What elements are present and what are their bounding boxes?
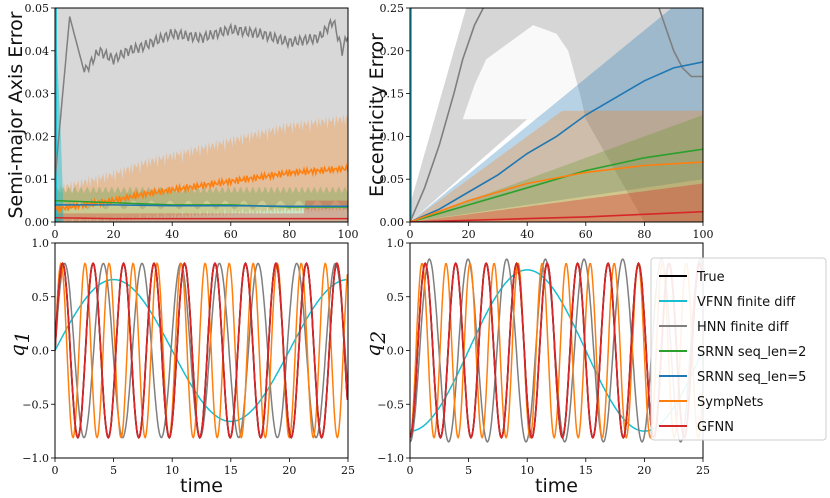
q1-xtick-label: 5 [110, 464, 117, 477]
q2-ytick-label: 0.0 [387, 345, 405, 358]
ecc-ytick-label: 0.25 [380, 2, 405, 15]
q2-ylabel: q [361, 344, 385, 357]
series-srnn-seq-len-2 [55, 199, 348, 208]
q2-xtick-label: 10 [520, 464, 534, 477]
q1-ylabel-subscript: 1 [10, 331, 34, 344]
q1-ytick-label: 0.0 [32, 345, 50, 358]
band-vfnn-finite-diff [55, 8, 64, 222]
legend-label: SRNN seq_len=5 [697, 370, 806, 385]
legend-label: GFNN [697, 420, 734, 435]
q1-xlabel: time [180, 475, 223, 497]
band-sympnets [410, 110, 703, 222]
legend-label: HNN finite diff [697, 320, 789, 335]
series-hnn-finite-diff [55, 262, 348, 439]
q1-xtick-label: 0 [52, 464, 59, 477]
sma-xtick-label: 0 [52, 228, 59, 241]
q2-ytick-label: −1.0 [377, 452, 404, 465]
band-hnn-gap [462, 25, 586, 120]
q1-xtick-label: 15 [224, 464, 238, 477]
ecc-xtick-label: 20 [462, 228, 476, 241]
series-sympnets [55, 163, 348, 215]
series-srnn-seq-len-5 [55, 204, 348, 207]
q1-ytick-label: −1.0 [22, 452, 49, 465]
band-gfnn [55, 200, 348, 222]
q2-ylabel-group: q2 [361, 331, 390, 357]
sma-ylabel: Semi-major Axis Error [5, 11, 27, 218]
sma-ytick-label: 0.05 [25, 2, 50, 15]
ecc-frame [409, 7, 704, 223]
q2-xtick-label: 25 [696, 464, 710, 477]
sma-ytick-label: 0.00 [25, 216, 50, 229]
sma-frame [54, 7, 349, 223]
q2-ytick-label: 0.5 [387, 291, 405, 304]
series-gfnn [410, 210, 703, 222]
series-vfnn-finite-diff [55, 278, 348, 423]
series-gfnn [55, 261, 348, 440]
ecc-xtick-label: 100 [693, 228, 714, 241]
series-hnn-finite-diff-tail [658, 8, 703, 78]
q1-plot-area [55, 261, 348, 440]
ecc-xtick-label: 40 [520, 228, 534, 241]
sma-xtick-label: 20 [107, 228, 121, 241]
q1-xtick-label: 25 [341, 464, 355, 477]
q1-ytick-label: 1.0 [32, 237, 50, 250]
q2-xtick-label: 15 [579, 464, 593, 477]
sma-xtick-label: 40 [165, 228, 179, 241]
ecc-ylabel: Eccentricity Error [366, 33, 388, 197]
sma-ytick-label: 0.04 [25, 45, 50, 58]
ecc-xtick-label: 60 [579, 228, 593, 241]
sma-plot-area [55, 8, 348, 222]
ecc-ytick-label: 0.00 [380, 216, 405, 229]
q1-axes: 0 5 10 15 20 25 −1.0 −0.5 0.0 0.5 1.0 [22, 237, 355, 477]
legend-label: True [696, 270, 725, 285]
band-gfnn [410, 183, 703, 222]
series-sympnets [55, 262, 348, 439]
sma-xtick-label: 60 [224, 228, 238, 241]
q1-ytick-label: −0.5 [22, 398, 49, 411]
legend-frame [650, 257, 827, 441]
q1-xtick-label: 10 [165, 464, 179, 477]
q2-xtick-label: 0 [407, 464, 414, 477]
q2-ytick-label: −0.5 [377, 398, 404, 411]
band-sympnets [55, 114, 348, 222]
q2-xtick-label: 20 [637, 464, 651, 477]
series-sympnets [410, 161, 703, 222]
band-srnn-seq-len-2 [410, 115, 703, 222]
q1-ylabel: q [5, 344, 29, 357]
q1-xtick-label: 20 [282, 464, 296, 477]
band-srnn-seq-len-5 [410, 8, 703, 222]
sma-ytick-label: 0.01 [25, 173, 50, 186]
sma-xtick-label: 80 [282, 228, 296, 241]
sma-ytick-label: 0.03 [25, 88, 50, 101]
series-gfnn [55, 216, 348, 220]
series-hnn-finite-diff [410, 8, 485, 222]
sma-xtick-label: 100 [338, 228, 359, 241]
sma-axes: 0 20 40 60 80 100 0.00 0.01 0.02 0.03 0.04 0.05 [25, 2, 359, 241]
legend-label: SRNN seq_len=2 [697, 345, 806, 360]
band-hnn-finite-diff [55, 8, 348, 222]
ecc-xtick-label: 80 [637, 228, 651, 241]
q2-ylabel-subscript: 2 [366, 331, 390, 345]
q2-xlabel: time [535, 475, 578, 497]
series-hnn-finite-diff [55, 16, 348, 180]
ecc-ytick-label: 0.15 [380, 88, 405, 101]
q2-xtick-label: 5 [465, 464, 472, 477]
q1-ytick-label: 0.5 [32, 291, 50, 304]
ecc-ytick-label: 0.20 [380, 45, 405, 58]
q2-ytick-label: 1.0 [387, 237, 405, 250]
q1-ylabel-group: q1 [5, 331, 34, 357]
legend-label: VFNN finite diff [697, 295, 796, 310]
ecc-ytick-label: 0.05 [380, 173, 405, 186]
sma-ytick-label: 0.02 [25, 130, 50, 143]
ecc-ytick-label: 0.10 [380, 130, 405, 143]
legend: True VFNN finite diff HNN finite diff SRNN … [650, 257, 827, 441]
q2-axes: 0 5 10 15 20 25 −1.0 −0.5 0.0 0.5 1.0 [377, 237, 710, 477]
ecc-plot-area [410, 8, 703, 222]
series-srnn-seq-len-2 [410, 148, 703, 222]
ecc-xtick-label: 0 [407, 228, 414, 241]
ecc-axes: 0 20 40 60 80 100 0.00 0.05 0.10 0.15 0.20 0.25 [380, 2, 714, 241]
series-srnn-seq-len-5 [410, 61, 703, 222]
legend-label: SympNets [697, 395, 764, 410]
